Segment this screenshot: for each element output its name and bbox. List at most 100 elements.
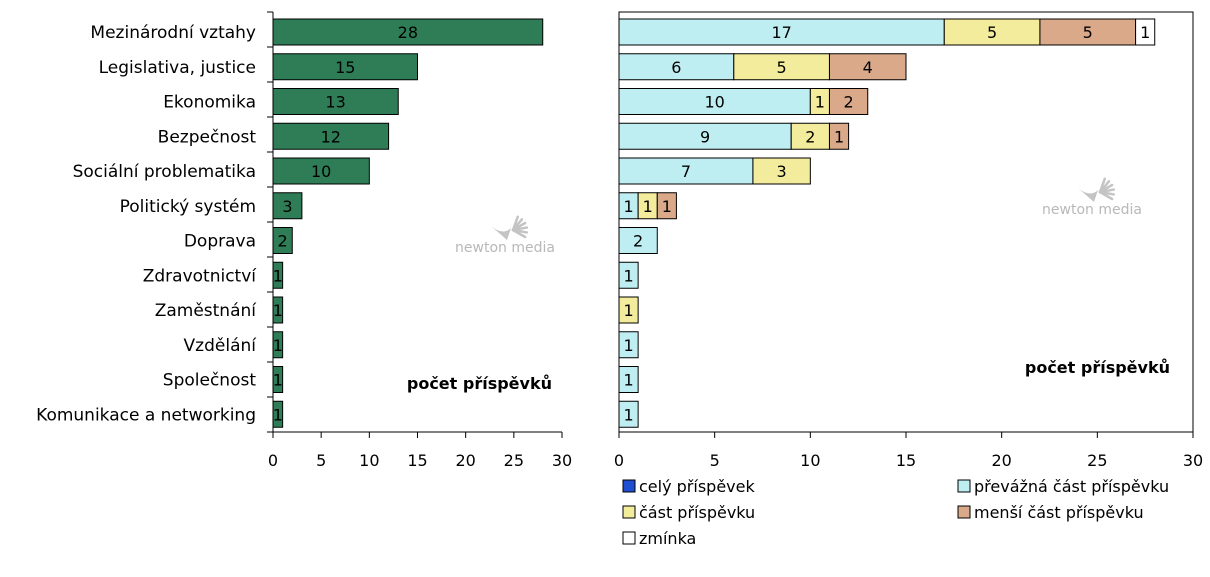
right-bar-value-label: 1 — [623, 405, 633, 424]
legend-label: menší část příspěvku — [974, 503, 1144, 522]
right-bar-value-label: 1 — [623, 301, 633, 320]
right-bar-segment — [943, 18, 1041, 46]
category-label: Politický systém — [120, 197, 256, 217]
right-bar-value-label: 1 — [623, 336, 633, 355]
right-x-tick-label: 10 — [800, 451, 820, 470]
right-bar-value-label: 9 — [700, 127, 710, 146]
left-bars: 28 15 13 12 10 3 2 1 1 1 1 1 — [272, 18, 544, 428]
right-bar-segment — [618, 122, 792, 150]
left-tick-labels: 0 5 10 15 20 25 30 — [268, 451, 572, 470]
legend-swatch — [622, 479, 636, 493]
right-bar-value-label: 4 — [863, 58, 873, 77]
right-bar-value-label: 2 — [805, 127, 815, 146]
right-bar-value-label: 10 — [704, 93, 724, 112]
left-bar — [272, 192, 303, 220]
left-bar — [272, 157, 370, 185]
left-x-tick-label: 10 — [359, 451, 379, 470]
legend-swatch — [622, 531, 636, 545]
left-bar-value-label: 1 — [273, 371, 283, 390]
left-bar — [272, 400, 284, 428]
category-label: Společnost — [163, 371, 257, 391]
left-bar — [272, 366, 284, 393]
right-x-tick-label: 30 — [1183, 451, 1203, 470]
right-bar-value-label: 2 — [844, 93, 854, 112]
right-bar-value-label: 1 — [643, 197, 653, 216]
category-label: Mezinárodní vztahy — [90, 23, 256, 43]
left-unit-label: počet příspěvků — [407, 374, 552, 393]
left-x-tick-label: 0 — [268, 451, 278, 470]
left-bar — [272, 18, 544, 46]
category-label: Sociální problematika — [73, 162, 256, 182]
newton-media-logo-icon — [491, 215, 529, 240]
left-x-tick-label: 30 — [552, 451, 572, 470]
left-x-tick-label: 20 — [455, 451, 475, 470]
left-bar — [272, 261, 284, 289]
right-bar-value-label: 2 — [633, 232, 643, 251]
right-bar-segment — [828, 88, 869, 115]
right-bar-value-label: 1 — [623, 266, 633, 285]
left-bar-value-label: 13 — [325, 93, 345, 112]
right-bar-value-label: 1 — [834, 127, 844, 146]
category-label: Komunikace a networking — [36, 405, 256, 425]
right-bar-value-label: 17 — [771, 23, 791, 42]
legend-swatch — [957, 479, 971, 493]
right-bar-value-label: 6 — [671, 58, 681, 77]
right-bar-value-label: 7 — [681, 162, 691, 181]
left-bar-value-label: 1 — [273, 336, 283, 355]
legend-item: zmínka — [622, 529, 696, 548]
right-bar-value-label: 5 — [1083, 23, 1093, 42]
left-bar — [272, 88, 399, 115]
right-watermark: newton media — [1042, 177, 1142, 218]
left-bar — [272, 296, 284, 324]
left-bar — [272, 53, 418, 81]
right-bar-segment — [828, 53, 907, 81]
category-label: Doprava — [184, 232, 256, 252]
legend: celý příspěvek převážná část příspěvku čás… — [622, 477, 1169, 548]
left-x-tick-label: 15 — [407, 451, 427, 470]
right-x-tick-label: 0 — [614, 451, 624, 470]
right-watermark-mark: newton media — [1042, 177, 1142, 218]
category-label: Zaměstnání — [155, 301, 258, 321]
left-bar-value-label: 15 — [335, 58, 355, 77]
right-bar-segment — [618, 331, 639, 359]
category-label: Ekonomika — [163, 93, 256, 113]
category-label: Vzdělání — [184, 336, 258, 356]
left-bar-value-label: 12 — [321, 127, 341, 146]
right-bar-value-label: 1 — [662, 197, 672, 216]
right-bar-value-label: 5 — [777, 58, 787, 77]
right-unit-label: počet příspěvků — [1025, 358, 1170, 377]
left-bar-value-label: 3 — [282, 197, 292, 216]
right-bar-value-label: 3 — [777, 162, 787, 181]
left-bar-value-label: 1 — [273, 301, 283, 320]
right-bar-segment — [790, 122, 830, 150]
left-bar-value-label: 1 — [273, 266, 283, 285]
right-bar-segment — [733, 53, 830, 81]
left-chart: newton media 28 15 13 12 10 3 2 1 1 1 1 1 Mezinárod… — [36, 11, 572, 470]
right-bar-segment — [618, 157, 754, 185]
left-x-tick-label: 5 — [316, 451, 326, 470]
right-bar-segment — [618, 227, 658, 254]
right-bar-segment — [618, 366, 639, 393]
left-x-tick-label: 25 — [504, 451, 524, 470]
legend-item: celý příspěvek — [622, 477, 755, 496]
legend-swatch — [622, 505, 636, 519]
right-chart: newton media 17 5 5 16 5 410 1 29 2 17 31 1 1211111 … — [614, 11, 1203, 470]
right-bar-segment — [618, 296, 639, 324]
left-bar-value-label: 10 — [311, 162, 331, 181]
right-x-tick-label: 5 — [710, 451, 720, 470]
legend-item: část příspěvku — [622, 503, 755, 522]
legend-label: převážná část příspěvku — [974, 477, 1169, 496]
right-bar-value-label: 1 — [815, 93, 825, 112]
watermark-text: newton media — [455, 240, 555, 256]
category-label: Legislativa, justice — [99, 58, 256, 78]
right-x-tick-label: 15 — [896, 451, 916, 470]
legend-item: převážná část příspěvku — [957, 477, 1169, 496]
right-bar-segment — [618, 400, 639, 428]
right-tick-labels: 0 5 10 15 20 25 30 — [614, 451, 1203, 470]
right-bar-segment — [618, 18, 945, 46]
legend-item: menší část příspěvku — [957, 503, 1144, 522]
legend-label: celý příspěvek — [639, 477, 755, 496]
left-bar-value-label: 1 — [273, 405, 283, 424]
left-bar — [272, 331, 284, 359]
